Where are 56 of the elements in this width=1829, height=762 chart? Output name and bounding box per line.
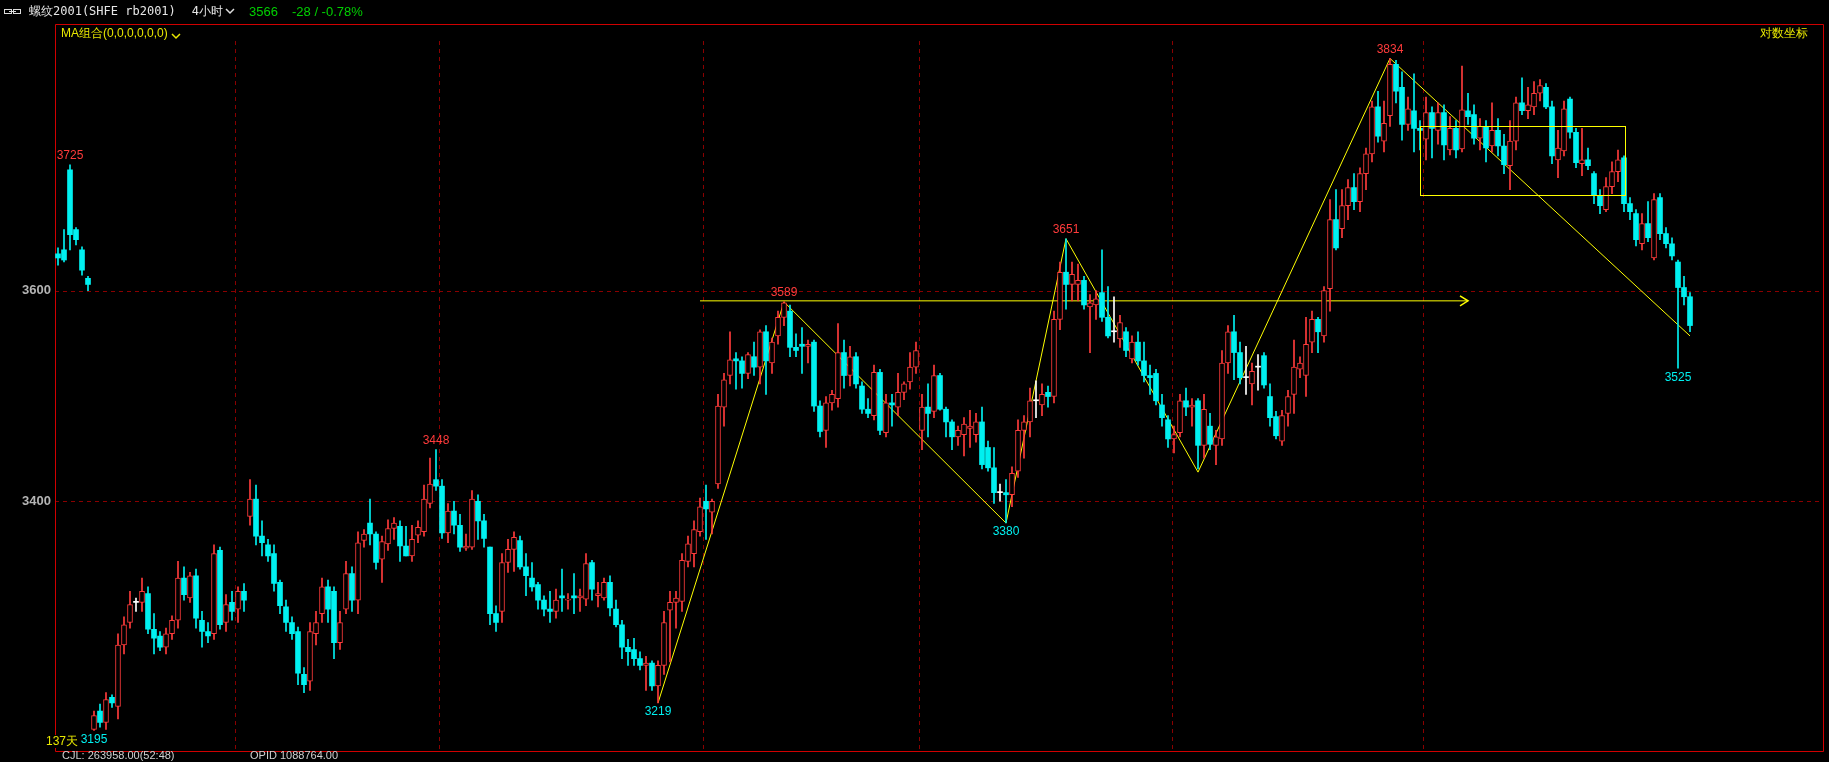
candlestick	[433, 449, 439, 491]
annotation: OPID 1088764.00	[250, 749, 339, 762]
annotation: 3651	[1052, 222, 1080, 237]
candlestick	[259, 520, 265, 557]
candlestick	[1063, 238, 1069, 310]
annotation: 3219	[644, 704, 672, 719]
candlestick	[733, 352, 739, 390]
annotation: 137天	[46, 734, 79, 748]
candlestick	[133, 597, 139, 612]
candlestick	[997, 483, 1003, 502]
text: 对数坐标	[1760, 26, 1808, 40]
candlestick	[1021, 415, 1027, 459]
annotation: CJL: 263958.00(52:48)	[62, 749, 175, 762]
candlestick	[595, 582, 601, 608]
candlestick	[1075, 263, 1081, 302]
candlestick	[805, 339, 811, 364]
candlestick	[1033, 380, 1039, 419]
annotation: MA组合(0,0,0,0,0,0)	[61, 26, 168, 40]
candlestick	[925, 383, 931, 438]
annotation: 3380	[992, 524, 1020, 539]
candlestick	[1519, 77, 1525, 115]
candlestick	[1556, 129, 1560, 178]
candlestick	[367, 498, 373, 546]
candlestick	[799, 327, 805, 374]
chart-subtitle: 4小时	[191, 2, 224, 20]
candlestick	[643, 655, 649, 691]
candlestick	[565, 593, 571, 610]
candlestick	[673, 590, 679, 629]
annotation: 3195	[80, 731, 108, 746]
candlestick	[1003, 479, 1009, 524]
text: 3566	[249, 3, 278, 19]
chart-title: 螺纹2001(SHFE rb2001)	[29, 2, 176, 20]
candlestick	[391, 517, 397, 540]
y-tick-label: 3400	[22, 492, 51, 508]
annotation: 3725	[56, 148, 84, 163]
candlestick	[559, 568, 565, 612]
candlestick	[578, 588, 582, 612]
candlestick	[1243, 345, 1249, 395]
annotation: 3448	[422, 432, 450, 447]
candlestick	[1093, 290, 1099, 320]
candlestick	[523, 553, 529, 597]
candlestick	[667, 590, 673, 663]
annotation: 3589	[770, 285, 798, 300]
candlestick	[1579, 128, 1585, 176]
candlestick	[571, 573, 577, 614]
candlestick	[547, 590, 553, 623]
candlestick	[1525, 87, 1531, 119]
text: -28 / -0.78%	[291, 3, 363, 19]
candlestick	[703, 484, 709, 540]
candlestick	[1111, 296, 1117, 343]
annotation: 3525	[1664, 369, 1692, 384]
annotation: 3834	[1376, 41, 1404, 56]
candlestick	[967, 409, 973, 448]
candlestick	[1171, 425, 1177, 454]
y-tick-label: 3600	[22, 282, 51, 298]
candlestick	[464, 533, 468, 551]
